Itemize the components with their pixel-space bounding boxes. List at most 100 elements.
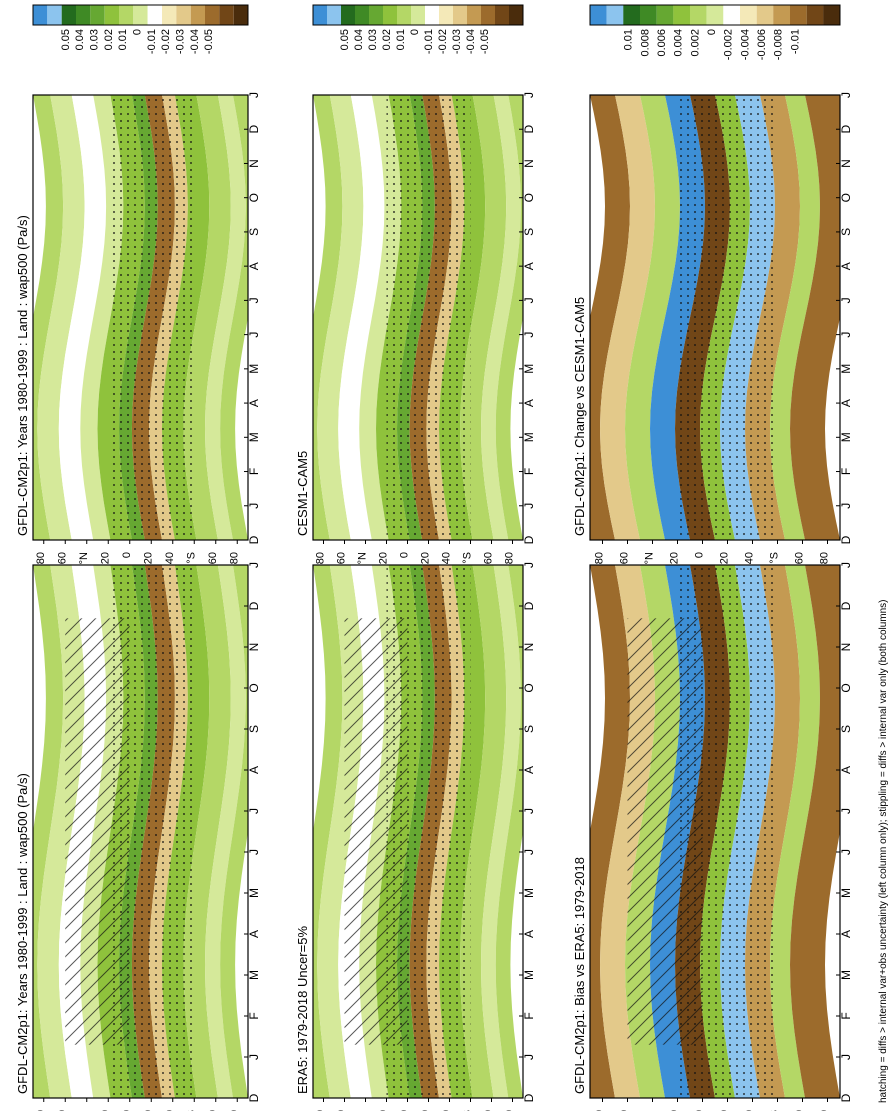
colorbar-label: 0.006	[656, 29, 668, 57]
month-tick-label: J	[522, 808, 536, 814]
month-tick-label: J	[247, 1054, 261, 1060]
month-tick-label: A	[839, 262, 853, 270]
month-tick-label: M	[247, 364, 261, 374]
lat-tick-label: 40	[164, 552, 176, 564]
lat-tick-label: 60	[56, 552, 68, 564]
colorbar-label: -0.004	[739, 29, 751, 60]
heatmap-band	[790, 95, 840, 540]
heatmap-band	[220, 95, 248, 540]
lat-tick-label: 0	[121, 552, 133, 558]
colorbar-label: -0.02	[160, 29, 172, 54]
stippling-overlay	[677, 95, 778, 540]
month-tick-label: N	[247, 159, 261, 168]
colorbar-swatch	[690, 5, 707, 25]
month-tick-label: O	[839, 683, 853, 692]
colorbar-swatch	[61, 5, 76, 25]
month-tick-label: F	[839, 468, 853, 475]
colorbar-swatch	[740, 5, 757, 25]
month-tick-label: J	[839, 297, 853, 303]
month-tick-label: D	[839, 601, 853, 610]
month-tick-label: F	[247, 1012, 261, 1019]
colorbar-label: 0.02	[381, 29, 393, 50]
month-tick-label: J	[247, 92, 261, 98]
month-tick-label: A	[839, 399, 853, 407]
lat-tick-label: 0	[694, 552, 706, 558]
month-tick-label: N	[522, 159, 536, 168]
month-tick-label: F	[522, 468, 536, 475]
colorbar-swatch	[411, 5, 425, 25]
month-tick-label: J	[839, 849, 853, 855]
panel-frame	[589, 564, 841, 1099]
month-tick-label: M	[839, 432, 853, 442]
colorbar-swatch	[355, 5, 369, 25]
colorbar-label: 0.02	[103, 29, 115, 50]
month-tick-label: J	[839, 503, 853, 509]
colorbar-label: -0.02	[437, 29, 449, 54]
month-tick-label: J	[839, 92, 853, 98]
colorbar-swatch	[327, 5, 341, 25]
colorbar-label: 0.03	[89, 29, 101, 50]
heatmap-band	[460, 565, 507, 1098]
month-tick-label: A	[522, 930, 536, 938]
colorbar-label: -0.04	[465, 29, 477, 54]
lat-tick-label: 0	[399, 552, 411, 558]
month-tick-label: J	[247, 562, 261, 568]
lat-tick-label: 80	[594, 552, 606, 564]
colorbar-swatch	[495, 5, 509, 25]
month-tick-label: J	[522, 562, 536, 568]
month-tick-label: J	[522, 1054, 536, 1060]
panel-title: GFDL-CM2p1: Change vs CESM1-CAM5	[572, 297, 587, 536]
colorbar-label: -0.05	[479, 29, 491, 54]
colorbar-swatch	[119, 5, 134, 25]
panel-frame	[312, 564, 524, 1099]
month-tick-label: M	[522, 888, 536, 898]
month-tick-label: M	[522, 364, 536, 374]
colorbar-swatch	[640, 5, 657, 25]
colorbar-swatch	[33, 5, 48, 25]
month-tick-label: D	[522, 1093, 536, 1102]
month-tick-label: S	[522, 725, 536, 733]
colorbar-swatch	[606, 5, 624, 25]
heatmap-band	[495, 565, 523, 1098]
colorbar-swatch	[162, 5, 177, 25]
month-tick-label: A	[247, 262, 261, 270]
colorbar-swatch	[219, 5, 234, 25]
colorbar-label: 0	[132, 29, 144, 35]
month-tick-label: J	[522, 849, 536, 855]
colorbar-label: -0.04	[189, 29, 201, 54]
colorbar-swatch	[90, 5, 105, 25]
hatching-overlay	[344, 618, 408, 1045]
panel-title: CESM1-CAM5	[295, 451, 310, 536]
heatmap-band	[481, 95, 521, 540]
colorbar-swatch	[623, 5, 640, 25]
colorbar-swatch	[467, 5, 481, 25]
colorbar-swatch	[76, 5, 91, 25]
colorbar-swatch	[397, 5, 411, 25]
lat-tick-label: °N	[357, 552, 369, 564]
colorbar-swatch	[313, 5, 327, 25]
month-tick-label: N	[839, 643, 853, 652]
lat-tick-label: °S	[462, 552, 474, 564]
month-tick-label: J	[247, 297, 261, 303]
month-tick-label: J	[839, 1054, 853, 1060]
heatmap-band	[625, 95, 680, 540]
colorbar-swatch	[205, 5, 220, 25]
colorbar-label: -0.05	[203, 29, 215, 54]
month-tick-label: D	[839, 125, 853, 134]
month-tick-label: J	[522, 503, 536, 509]
chart-panel: 8060°N2002040°S6080DJFMAMJJASONDJGFDL-CM…	[15, 562, 261, 1116]
month-tick-label: D	[247, 535, 261, 544]
colorbar-swatch	[341, 5, 355, 25]
colorbar-swatch	[369, 5, 383, 25]
colorbar-label: -0.01	[789, 29, 801, 54]
colorbar-label: 0.004	[673, 29, 685, 57]
colorbar-frame	[32, 4, 249, 26]
month-tick-label: M	[839, 364, 853, 374]
month-tick-label: O	[247, 683, 261, 692]
month-tick-label: F	[839, 1012, 853, 1019]
panel-title: GFDL-CM2p1: Years 1980-1999 : Land : wap…	[15, 773, 30, 1094]
colorbar-label: 0.04	[353, 29, 365, 50]
colorbar-label: -0.03	[175, 29, 187, 54]
